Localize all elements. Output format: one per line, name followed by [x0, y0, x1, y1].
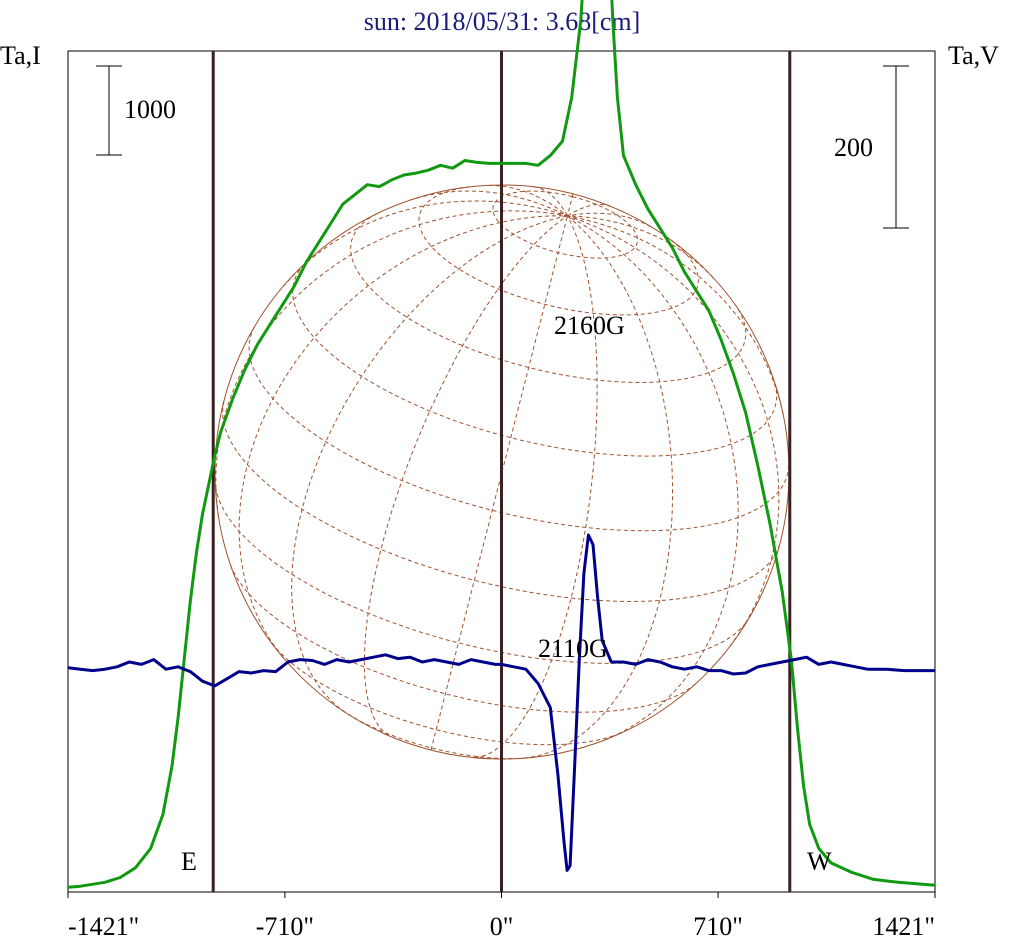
longitude-line [566, 193, 574, 217]
series-2160G [67, 0, 936, 889]
left-scale-bar: 1000 [96, 65, 176, 156]
latitude-line [248, 326, 790, 532]
longitude-line [238, 215, 568, 658]
solar-globe-grid [214, 184, 790, 760]
x-tick-label: -710" [256, 912, 314, 941]
latitude-line [292, 263, 778, 457]
limb-lines [211, 51, 792, 892]
longitude-line [363, 215, 568, 736]
longitude-line [282, 200, 568, 288]
longitude-line [524, 215, 673, 759]
latitude-line [418, 186, 699, 316]
longitude-line [430, 215, 568, 751]
limb-label-west: W [807, 847, 832, 876]
x-tick-label: -1421" [68, 912, 139, 941]
longitude-line [488, 184, 568, 217]
peak-label-blue: 2110G [538, 634, 608, 663]
series-2110G [67, 533, 935, 872]
x-tick-label: 710" [693, 912, 743, 941]
longitude-line [567, 212, 652, 228]
latitude-line [271, 642, 623, 746]
longitude-line [567, 215, 784, 415]
longitude-line [567, 215, 780, 647]
latitude-line [350, 213, 747, 384]
longitude-line [533, 186, 568, 217]
x-tick-label: 1421" [872, 912, 935, 941]
latitude-line [215, 486, 747, 664]
latitude-line [230, 564, 697, 713]
peak-label-green: 2160G [554, 311, 625, 340]
x-axis-ticks: -1421" -710" 0" 710" 1421" [67, 892, 936, 941]
longitude-line [567, 215, 739, 741]
right-scale-label: 200 [834, 133, 873, 162]
longitude-line [409, 190, 568, 217]
series-layer [67, 0, 936, 889]
longitude-line [291, 215, 568, 713]
x-tick-label: 0" [490, 912, 514, 941]
right-scale-bar: 200 [834, 65, 909, 229]
longitude-line [567, 204, 612, 217]
left-axis-label: Ta,I [0, 41, 41, 70]
right-axis-label: Ta,V [948, 41, 999, 70]
longitude-line [475, 215, 598, 758]
chart-title: sun: 2018/05/31: 3.68[cm] [364, 7, 641, 36]
limb-label-east: E [181, 847, 197, 876]
latitude-line [341, 709, 529, 760]
longitude-line [567, 215, 714, 278]
left-scale-label: 1000 [124, 95, 176, 124]
